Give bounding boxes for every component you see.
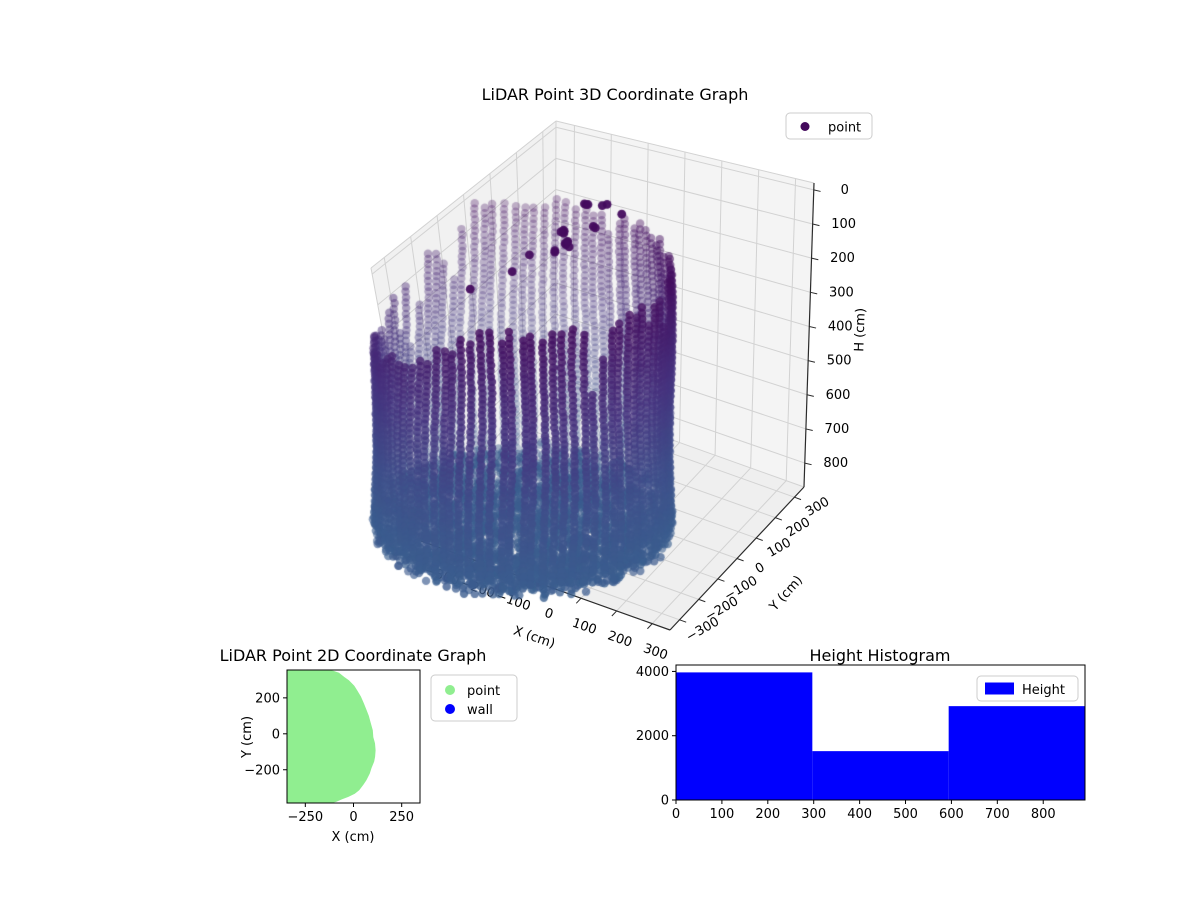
svg-text:0: 0 [672,807,680,822]
svg-text:0: 0 [349,810,357,825]
legend-3d-point-marker [800,122,810,131]
svg-text:800: 800 [1031,807,1056,822]
svg-text:400: 400 [847,807,872,822]
plot-3d: −300−200−100 0100200300−300−200−100010020… [370,85,873,663]
plot-3d-title: LiDAR Point 3D Coordinate Graph [482,85,749,104]
svg-text:100: 100 [570,616,598,638]
svg-text:−300: −300 [423,563,462,589]
legend-2d-wall-marker [445,704,455,714]
svg-text:−100: −100 [722,573,760,604]
svg-text:500: 500 [893,807,918,822]
legend-3d: point [785,112,873,140]
svg-text:300: 300 [829,285,854,300]
svg-text:100: 100 [765,535,794,560]
plot-2d: −250 0 250 200 0 −200 LiDAR Point 2D Coordina… [220,646,518,845]
svg-text:500: 500 [827,354,852,369]
x-axis-label-2d: X (cm) [332,830,375,845]
svg-text:100: 100 [709,807,734,822]
svg-text:2000: 2000 [636,729,669,744]
svg-text:300: 300 [803,494,832,519]
svg-text:400: 400 [828,319,853,334]
plot-2d-title: LiDAR Point 2D Coordinate Graph [220,646,487,665]
legend-2d-point-marker [445,685,455,695]
svg-text:700: 700 [985,807,1010,822]
y-axis-label-2d: Y (cm) [240,716,255,759]
x-axis-label-3d: X (cm) [511,624,557,652]
plot-3d-axes: −300−200−100 0100200300−300−200−100010020… [370,120,856,663]
svg-text:100: 100 [831,217,856,232]
h-axis-label-3d: H (cm) [852,308,869,352]
svg-text:4000: 4000 [636,665,669,680]
plot-2d-axes: −250 0 250 200 0 −200 [244,669,421,825]
histogram-title: Height Histogram [810,646,951,665]
svg-text:200: 200 [606,628,634,650]
svg-text:0: 0 [841,183,849,198]
svg-text:250: 250 [389,810,414,825]
svg-text:0: 0 [272,727,280,742]
svg-text:700: 700 [824,422,849,437]
svg-text:800: 800 [823,456,848,471]
legend-histogram-patch [985,682,1014,695]
svg-text:200: 200 [830,251,855,266]
svg-text:−200: −200 [458,576,497,602]
svg-text:0: 0 [753,560,768,577]
svg-text:200: 200 [255,691,280,706]
svg-text:300: 300 [641,641,669,663]
svg-text:600: 600 [826,388,851,403]
svg-text:−100: −100 [494,589,533,615]
svg-text:200: 200 [784,515,813,540]
svg-text:−200: −200 [244,763,280,778]
legend-3d-point-label: point [828,121,861,136]
plot-histogram: 0 100 200 300 400 500 600 700 800 0 2000 4000 Heigh… [636,646,1086,822]
legend-2d: point wall [430,674,518,722]
svg-text:−250: −250 [287,810,323,825]
legend-histogram: Height [976,675,1079,702]
y-axis-label-3d: Y (cm) [766,573,806,615]
svg-text:600: 600 [939,807,964,822]
legend-2d-wall-label: wall [467,703,493,718]
legend-2d-point-label: point [467,684,500,699]
svg-text:0: 0 [661,794,669,809]
svg-text:200: 200 [755,807,780,822]
legend-histogram-label: Height [1022,683,1065,698]
svg-text:0: 0 [542,606,555,623]
svg-text:300: 300 [801,807,826,822]
